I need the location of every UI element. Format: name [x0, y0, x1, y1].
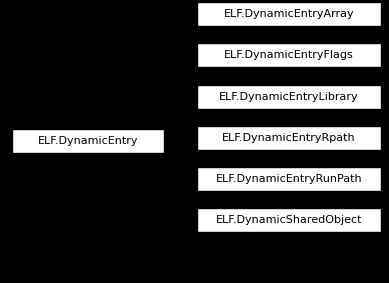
- Text: ELF.DynamicEntryArray: ELF.DynamicEntryArray: [224, 9, 354, 19]
- FancyBboxPatch shape: [197, 43, 381, 67]
- Text: ELF.DynamicEntryRpath: ELF.DynamicEntryRpath: [222, 133, 356, 143]
- Text: ELF.DynamicEntryRunPath: ELF.DynamicEntryRunPath: [216, 174, 362, 184]
- Text: ELF.DynamicSharedObject: ELF.DynamicSharedObject: [216, 215, 362, 225]
- Text: ELF.DynamicEntry: ELF.DynamicEntry: [38, 136, 138, 146]
- Text: ELF.DynamicEntryFlags: ELF.DynamicEntryFlags: [224, 50, 354, 60]
- FancyBboxPatch shape: [197, 126, 381, 150]
- FancyBboxPatch shape: [197, 208, 381, 232]
- Text: ELF.DynamicEntryLibrary: ELF.DynamicEntryLibrary: [219, 92, 359, 102]
- FancyBboxPatch shape: [197, 167, 381, 191]
- FancyBboxPatch shape: [197, 85, 381, 109]
- FancyBboxPatch shape: [197, 2, 381, 26]
- FancyBboxPatch shape: [12, 129, 164, 153]
